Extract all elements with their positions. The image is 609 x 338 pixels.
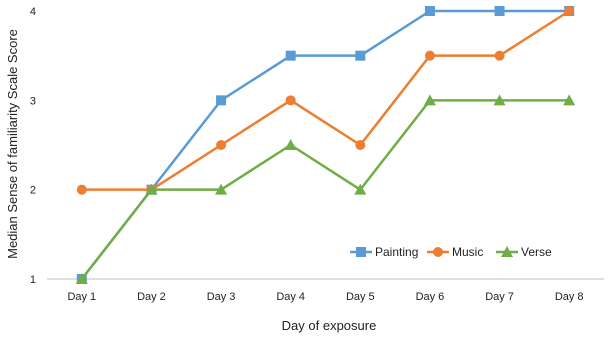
x-tick-label: Day 4	[276, 291, 305, 303]
legend-swatch-marker	[501, 246, 513, 257]
data-point-verse	[215, 183, 228, 195]
series-painting	[76, 6, 575, 284]
data-point-music	[216, 140, 227, 150]
data-point-verse	[563, 94, 576, 106]
x-tick-label: Day 6	[416, 291, 445, 303]
data-point-verse	[284, 139, 297, 150]
data-point-music	[494, 50, 505, 61]
series-line-verse	[80, 99, 570, 280]
data-point-music	[564, 6, 575, 16]
data-point-verse	[423, 94, 436, 106]
data-point-painting	[355, 50, 366, 61]
legend-swatch-marker	[433, 247, 443, 257]
data-point-painting	[285, 50, 296, 61]
y-tick-labels: 1 2 3 4	[30, 6, 36, 286]
legend: Painting Music Verse	[350, 245, 552, 259]
legend-item-verse: Verse	[496, 245, 552, 259]
y-axis-title: Median Sense of familiarity Scale Score	[5, 29, 20, 259]
data-point-painting	[424, 6, 435, 16]
data-point-music	[285, 95, 296, 106]
legend-label: Music	[452, 245, 483, 259]
data-point-verse	[145, 183, 158, 195]
legend-swatch-marker	[356, 247, 366, 257]
x-axis-title: Day of exposure	[282, 318, 377, 333]
data-point-verse	[493, 94, 506, 106]
data-point-painting	[494, 6, 505, 16]
data-point-music	[424, 50, 435, 61]
data-point-verse	[354, 183, 367, 195]
x-tick-label: Day 3	[207, 291, 236, 303]
x-tick-label: Day 5	[346, 291, 375, 303]
y-tick-label: 3	[30, 95, 36, 107]
x-tick-label: Day 8	[555, 291, 584, 303]
data-point-music	[76, 184, 87, 195]
x-tick-label: Day 2	[137, 291, 166, 303]
data-point-music	[355, 140, 366, 150]
y-tick-label: 4	[30, 6, 36, 18]
series-line-music	[81, 9, 570, 191]
series-group	[75, 6, 576, 284]
series-music	[76, 6, 575, 195]
legend-label: Verse	[521, 245, 552, 259]
data-point-painting	[216, 95, 227, 106]
legend-item-music: Music	[427, 245, 483, 259]
legend-item-painting: Painting	[350, 245, 418, 259]
series-line-painting	[80, 9, 570, 280]
legend-label: Painting	[375, 245, 418, 259]
y-tick-label: 2	[30, 185, 36, 197]
x-tick-labels: Day 1 Day 2 Day 3 Day 4 Day 5 Day 6 Day 7 Day 8	[67, 291, 583, 303]
series-verse	[75, 94, 576, 284]
data-point-verse	[75, 273, 88, 284]
x-tick-label: Day 1	[67, 291, 96, 303]
y-tick-label: 1	[30, 274, 36, 286]
x-tick-label: Day 7	[485, 291, 514, 303]
